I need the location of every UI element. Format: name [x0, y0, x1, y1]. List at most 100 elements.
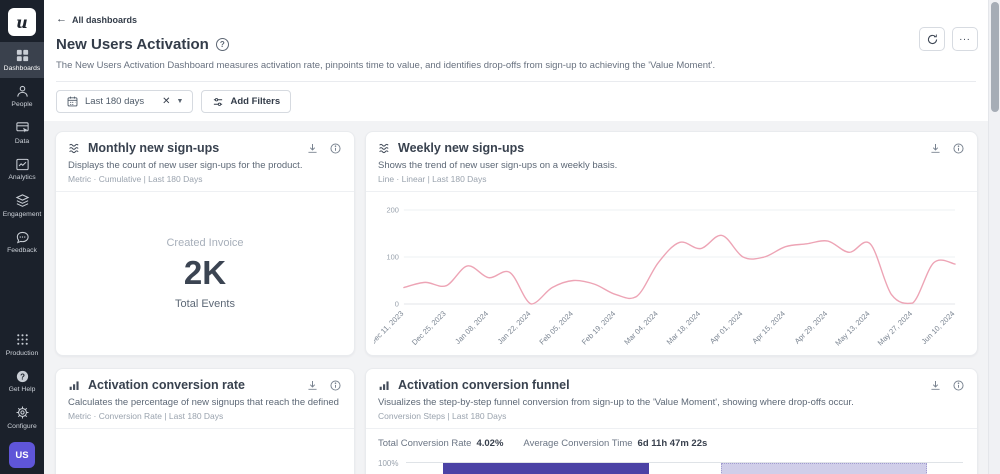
svg-text:Apr 29, 2024: Apr 29, 2024: [793, 309, 830, 346]
sidebar-item-label: Analytics: [8, 174, 36, 182]
back-arrow-icon: ←: [56, 13, 67, 25]
svg-text:Jun 10, 2024: Jun 10, 2024: [920, 309, 957, 346]
metric-sublabel: Total Events: [175, 298, 235, 310]
svg-text:Jan 22, 2024: Jan 22, 2024: [496, 309, 533, 346]
sidebar-item-configure[interactable]: Configure: [0, 400, 44, 436]
svg-text:200: 200: [386, 205, 398, 214]
dashboards-icon: [14, 47, 30, 63]
card-description: Calculates the percentage of new signups…: [68, 397, 342, 408]
card-title: Activation conversion rate: [88, 378, 245, 392]
sidebar-item-data[interactable]: Data: [0, 115, 44, 151]
dashboard-content: Monthly new sign-ups Displays the count …: [44, 121, 1000, 474]
sidebar-item-label: Production: [5, 349, 39, 357]
download-icon[interactable]: [929, 142, 942, 155]
chevron-down-icon[interactable]: ▼: [176, 98, 184, 105]
date-range-value: Last 180 days: [85, 96, 145, 107]
svg-text:Jan 08, 2024: Jan 08, 2024: [453, 309, 490, 346]
card-weekly-new-signups: Weekly new sign-ups Shows the trend of n…: [365, 131, 978, 356]
sidebar-item-production[interactable]: Production: [0, 327, 44, 363]
sidebar-spacer: [0, 261, 44, 327]
card-title: Activation conversion funnel: [398, 378, 570, 392]
sidebar: u Dashboards People Data Analytics: [0, 0, 44, 474]
refresh-icon: [927, 33, 937, 44]
sidebar-item-dashboards[interactable]: Dashboards: [0, 42, 44, 79]
card-meta: Conversion Steps | Last 180 Days: [378, 411, 507, 421]
svg-text:Feb 05, 2024: Feb 05, 2024: [537, 309, 574, 347]
funnel-bar-solid[interactable]: [442, 463, 649, 474]
download-icon[interactable]: [929, 379, 942, 392]
header-divider: [56, 81, 976, 82]
svg-text:Dec 11, 2023: Dec 11, 2023: [374, 309, 405, 346]
sidebar-item-people[interactable]: People: [0, 78, 44, 114]
filter-bar: Last 180 days ✕ ▼ Add Filters: [44, 82, 1000, 121]
info-icon[interactable]: [952, 379, 965, 392]
svg-text:Apr 01, 2024: Apr 01, 2024: [708, 309, 745, 346]
svg-text:Feb 19, 2024: Feb 19, 2024: [580, 309, 617, 347]
clear-date-filter-icon[interactable]: ✕: [162, 96, 171, 107]
sidebar-item-label: Data: [14, 137, 30, 145]
scrollbar-thumb[interactable]: [991, 2, 999, 112]
sidebar-item-label: Feedback: [7, 247, 37, 255]
sidebar-item-label: Engagement: [2, 210, 42, 218]
funnel-bar-slot: [406, 463, 684, 474]
svg-text:May 13, 2024: May 13, 2024: [833, 309, 871, 347]
card-monthly-new-signups: Monthly new sign-ups Displays the count …: [55, 131, 355, 356]
svg-text:Dec 25, 2023: Dec 25, 2023: [410, 309, 448, 347]
svg-text:0: 0: [395, 299, 399, 308]
funnel-ytick-label: 100%: [378, 459, 399, 468]
user-avatar[interactable]: US: [9, 442, 35, 468]
help-circle-icon: ?: [14, 368, 30, 384]
refresh-button[interactable]: [919, 27, 945, 51]
average-conversion-time-value: 6d 11h 47m 22s: [637, 438, 708, 449]
info-icon[interactable]: [329, 142, 342, 155]
total-conversion-rate-label: Total Conversion Rate: [378, 438, 472, 449]
card-activation-conversion-rate: Activation conversion rate Calculates th…: [55, 368, 355, 474]
sidebar-item-analytics[interactable]: Analytics: [0, 151, 44, 187]
svg-text:Apr 15, 2024: Apr 15, 2024: [750, 309, 787, 346]
vertical-scrollbar[interactable]: [988, 0, 1000, 474]
more-options-button[interactable]: ...: [952, 27, 978, 51]
card-activation-conversion-funnel: Activation conversion funnel Visualizes …: [365, 368, 978, 474]
card-description: Visualizes the step-by-step funnel conve…: [378, 397, 854, 408]
people-icon: [14, 83, 30, 99]
sidebar-item-engagement[interactable]: Engagement: [0, 188, 44, 224]
download-icon[interactable]: [306, 142, 319, 155]
download-icon[interactable]: [306, 379, 319, 392]
svg-text:100: 100: [386, 252, 398, 261]
info-icon[interactable]: [329, 379, 342, 392]
funnel-chart-icon: [378, 379, 391, 392]
sidebar-item-feedback[interactable]: Feedback: [0, 224, 44, 260]
info-icon[interactable]: [952, 142, 965, 155]
data-icon: [14, 120, 30, 136]
back-link[interactable]: ← All dashboards: [56, 14, 137, 25]
funnel-bar-ghost[interactable]: [720, 463, 927, 474]
metric-event-label: Created Invoice: [166, 237, 244, 249]
title-help-icon[interactable]: ?: [215, 38, 229, 51]
card-meta: Line · Linear | Last 180 Days: [378, 174, 487, 184]
production-icon: [14, 332, 30, 348]
funnel-plot: [406, 462, 963, 474]
sidebar-item-get-help[interactable]: ? Get Help: [0, 363, 44, 399]
total-conversion-rate-value: 4.02%: [476, 438, 504, 449]
svg-text:May 27, 2024: May 27, 2024: [876, 309, 914, 347]
main-area: ← All dashboards New Users Activation ? …: [44, 0, 1000, 474]
add-filters-button[interactable]: Add Filters: [201, 90, 292, 113]
card-description: Displays the count of new user sign-ups …: [68, 160, 303, 171]
metric-value: 2K: [183, 254, 227, 291]
sidebar-item-label: Configure: [7, 422, 37, 430]
svg-text:?: ?: [20, 372, 25, 381]
card-meta: Metric · Conversion Rate | Last 180 Days: [68, 411, 224, 421]
sidebar-item-label: Dashboards: [3, 65, 41, 72]
sidebar-item-label: Get Help: [8, 386, 36, 394]
bar-chart-icon: [68, 379, 81, 392]
filter-sliders-icon: [214, 97, 223, 106]
more-dots-icon: ...: [959, 31, 971, 43]
svg-text:Mar 18, 2024: Mar 18, 2024: [665, 309, 702, 347]
card-description: Shows the trend of new user sign-ups on …: [378, 160, 618, 171]
analytics-icon: [14, 156, 30, 172]
svg-text:Mar 04, 2024: Mar 04, 2024: [622, 309, 659, 347]
date-range-filter[interactable]: Last 180 days ✕ ▼: [56, 90, 194, 113]
userpilot-logo[interactable]: u: [8, 8, 36, 36]
gear-icon: [14, 405, 30, 421]
